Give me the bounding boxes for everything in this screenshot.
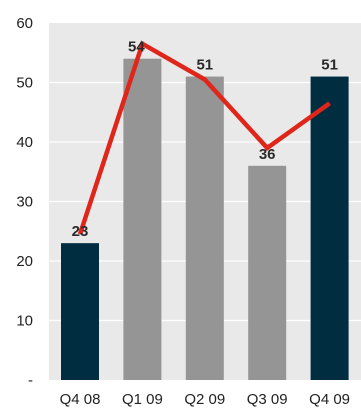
x-tick-label: Q2 09 [184,391,225,408]
y-tick-label: 10 [16,313,33,330]
data-label: 51 [196,57,213,74]
data-label: 36 [259,146,276,163]
x-tick-label: Q3 09 [247,391,288,408]
line-layer [77,40,331,235]
data-label: 23 [72,223,89,240]
y-tick-label: 20 [16,253,33,270]
y-tick-label: 50 [16,75,33,92]
data-label: 51 [321,57,338,74]
bar [123,58,162,380]
bars-layer [61,58,349,381]
bar [61,243,99,380]
y-axis-ticks: - 10 20 30 40 50 60 [16,15,33,389]
y-tick-label: - [28,372,33,389]
y-tick-label: 30 [16,194,33,211]
x-tick-label: Q4 09 [309,391,350,408]
x-tick-label: Q4 08 [60,391,101,408]
data-label: 54 [128,39,145,56]
bar [248,165,287,380]
y-tick-label: 60 [16,15,33,32]
y-tick-label: 40 [16,134,33,151]
x-axis-ticks: Q4 08 Q1 09 Q2 09 Q3 09 Q4 09 [60,391,350,408]
x-tick-label: Q1 09 [122,391,163,408]
bar [310,76,349,381]
bar [185,76,224,381]
data-labels-layer: 23 54 51 36 51 [72,39,338,240]
series-line [77,40,331,235]
